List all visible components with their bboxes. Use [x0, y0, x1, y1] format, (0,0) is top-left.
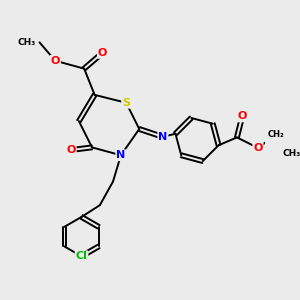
Text: Cl: Cl	[76, 251, 88, 261]
Text: N: N	[116, 150, 125, 160]
Text: O: O	[98, 48, 107, 58]
Text: O: O	[51, 56, 60, 66]
Text: O: O	[238, 111, 247, 122]
Text: CH₂: CH₂	[268, 130, 285, 139]
Text: O: O	[66, 145, 76, 155]
Text: O: O	[253, 143, 262, 153]
Text: S: S	[122, 98, 130, 108]
Text: N: N	[158, 132, 167, 142]
Text: CH₃: CH₃	[17, 38, 36, 47]
Text: CH₃: CH₃	[283, 148, 300, 158]
